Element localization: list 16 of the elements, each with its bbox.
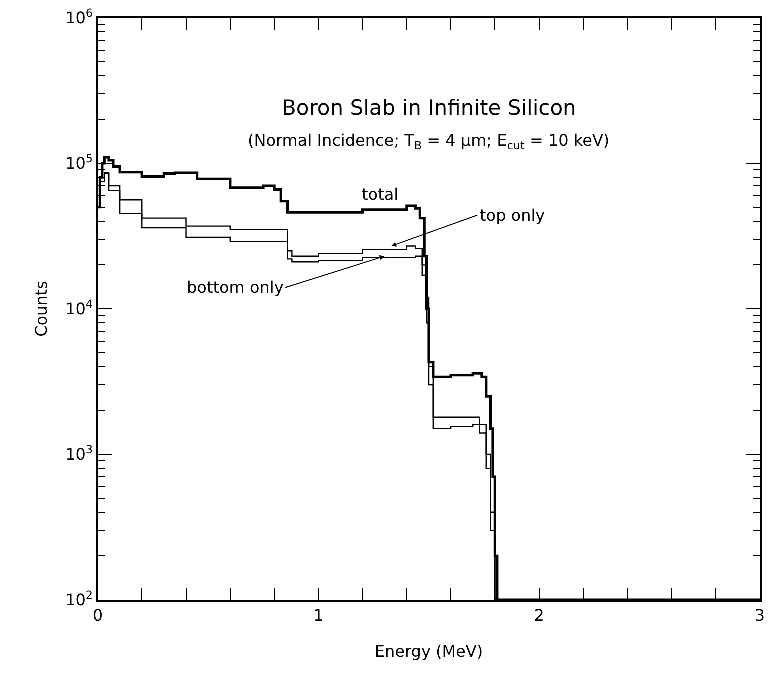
x-tick-label: 0 bbox=[92, 606, 104, 625]
annotation: bottom only bbox=[187, 278, 284, 297]
y-tick-label: 10$^{3}$ bbox=[66, 443, 94, 464]
y-axis-title: Counts bbox=[32, 281, 51, 337]
text: Boron Slab in Infinite Silicon bbox=[282, 96, 576, 120]
y-tick-label: 10$^{4}$ bbox=[66, 298, 94, 319]
y-tick-label: 10$^{2}$ bbox=[66, 588, 94, 610]
text: (Normal Incidence; T$_{B}$ = 4 μm; E$_{cut}$ = 10 keV) bbox=[248, 131, 610, 152]
y-tick-label: 10$^{5}$ bbox=[66, 152, 94, 174]
annotation: top only bbox=[480, 206, 546, 225]
x-tick-label: 1 bbox=[314, 606, 324, 625]
x-tick-label: 2 bbox=[534, 606, 544, 625]
y-tick-label: 10$^{6}$ bbox=[66, 6, 94, 28]
x-axis-title: Energy (MeV) bbox=[374, 642, 484, 662]
annotation: total bbox=[362, 185, 399, 204]
x-tick-label: 3 bbox=[754, 606, 766, 625]
